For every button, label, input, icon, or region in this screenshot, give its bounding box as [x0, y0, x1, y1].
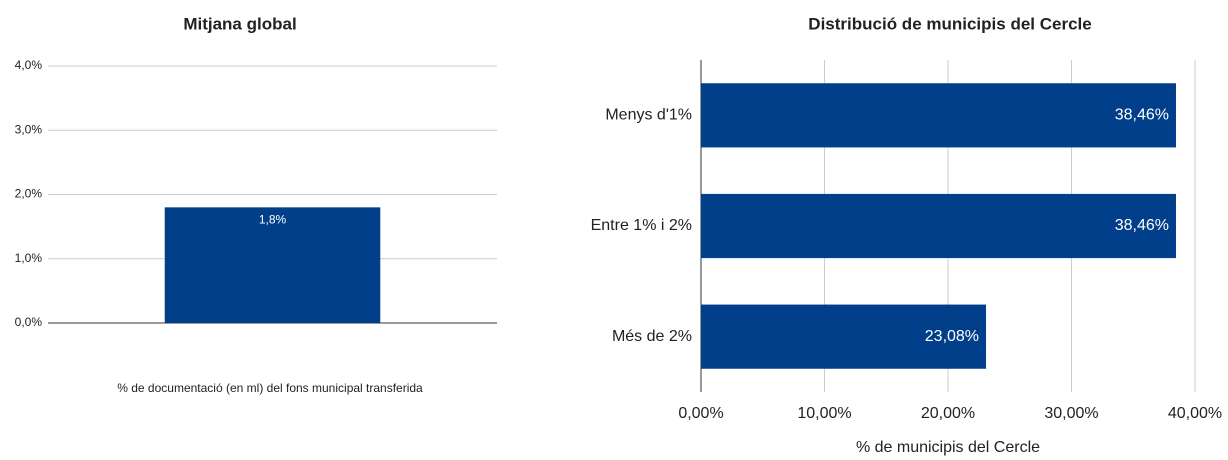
y-tick-label: Més de 2%	[612, 328, 692, 345]
x-tick-label: 20,00%	[921, 405, 975, 422]
y-tick-label: Entre 1% i 2%	[591, 217, 692, 234]
y-tick-label: 3,0%	[15, 122, 43, 136]
y-tick-label: 2,0%	[15, 187, 43, 201]
x-tick-label: 10,00%	[797, 405, 851, 422]
y-tick-label: 0,0%	[15, 315, 43, 329]
x-axis-label: % de municipis del Cercle	[856, 439, 1040, 456]
data-label: 38,46%	[1115, 107, 1169, 124]
y-tick-label: Menys d'1%	[605, 107, 692, 124]
bar	[701, 83, 1176, 148]
chart-title: Mitjana global	[183, 14, 296, 33]
chart-title: Distribució de municipis del Cercle	[808, 14, 1091, 33]
data-label: 38,46%	[1115, 217, 1169, 234]
y-tick-label: 1,0%	[15, 251, 43, 265]
x-tick-label: 0,00%	[678, 405, 723, 422]
data-label: 1,8%	[259, 213, 287, 227]
x-tick-label: 30,00%	[1044, 405, 1098, 422]
bar	[164, 207, 381, 323]
x-axis-label: % de documentació (en ml) del fons munic…	[117, 381, 423, 395]
y-tick-label: 4,0%	[15, 58, 43, 72]
bar	[701, 304, 987, 369]
x-tick-label: 40,00%	[1168, 405, 1222, 422]
bar	[701, 193, 1176, 259]
data-label: 23,08%	[925, 328, 979, 345]
